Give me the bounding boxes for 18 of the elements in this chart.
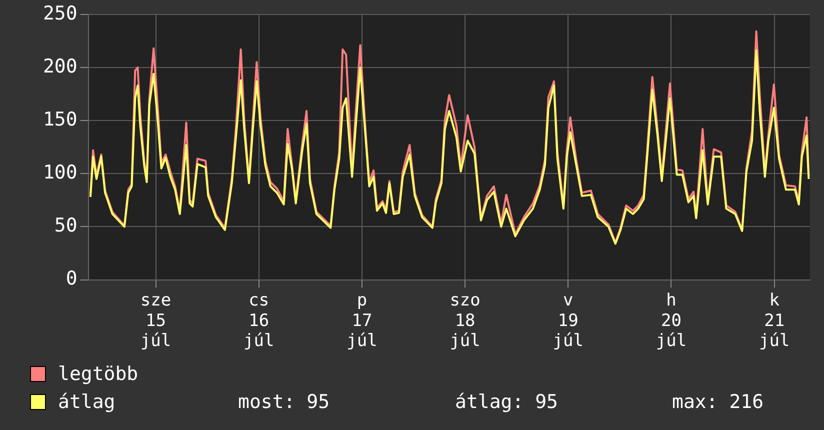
y-tick-label: 100 [42,162,78,184]
x-tick-label: sze 15 júl [140,290,172,352]
text: most: 95 [238,391,331,413]
x-tick-label: p 17 júl [346,290,378,352]
y-tick-label: 0 [66,268,78,290]
y-tick-label: 250 [42,2,78,24]
legend-label: átlag [58,391,116,413]
text: átlag: 95 [455,391,559,413]
legend-label: legtöbb [58,363,140,385]
y-tick-label: 150 [42,108,78,130]
x-tick-label: k 21 júl [758,290,790,352]
text: max: 216 [672,391,764,413]
x-tick-label: v 19 júl [552,290,584,352]
x-tick-label: h 20 júl [656,290,687,352]
y-tick-label: 200 [42,55,78,78]
x-tick-label: cs 16 júl [244,290,274,352]
x-tick-label: szo 18 júl [450,290,480,352]
y-tick-label: 50 [54,214,78,237]
